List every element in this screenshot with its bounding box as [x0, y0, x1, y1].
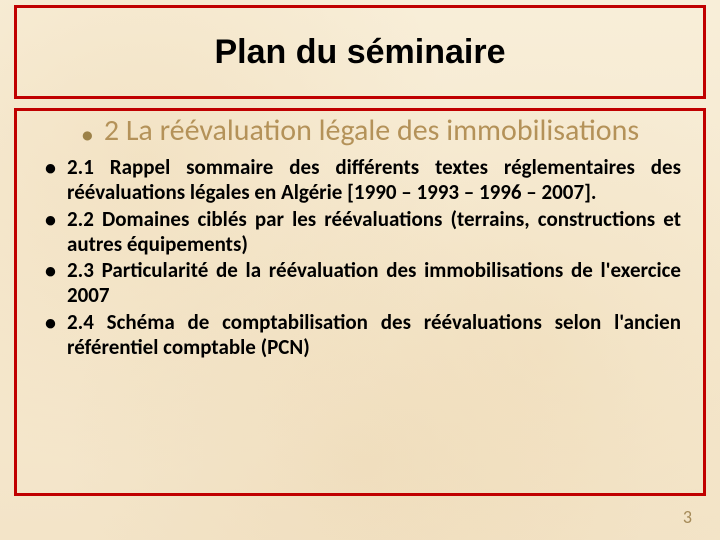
content-frame: • 2 La réévaluation légale des immobilis…	[14, 108, 706, 496]
list-item: 2.2 Domaines ciblés par les réévaluation…	[39, 207, 681, 257]
list-item: 2.4 Schéma de comptabilisation des rééva…	[39, 310, 681, 360]
list-item: 2.3 Particularité de la réévaluation des…	[39, 258, 681, 308]
slide-title: Plan du séminaire	[215, 33, 506, 72]
section-heading-row: • 2 La réévaluation légale des immobilis…	[35, 115, 685, 147]
bullet-icon: •	[81, 119, 94, 150]
list-item: 2.1 Rappel sommaire des différents texte…	[39, 155, 681, 205]
page-number: 3	[683, 506, 692, 528]
section-heading: 2 La réévaluation légale des immobilisat…	[104, 115, 639, 147]
title-frame: Plan du séminaire	[14, 5, 706, 99]
outline-list: 2.1 Rappel sommaire des différents texte…	[35, 155, 685, 359]
